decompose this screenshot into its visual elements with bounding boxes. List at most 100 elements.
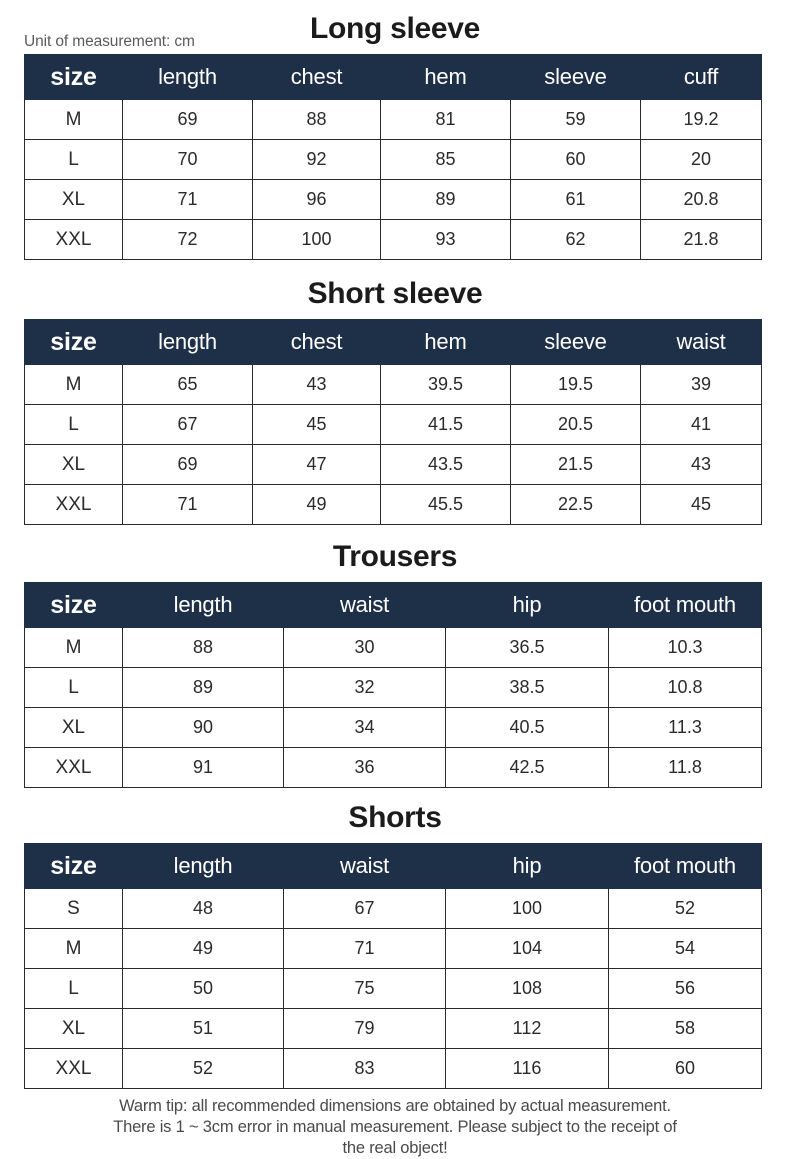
measurement-cell: 69 <box>122 444 253 485</box>
measurement-cell: 41 <box>640 404 762 445</box>
measurement-cell: 36.5 <box>445 627 609 668</box>
measurement-cell: 39.5 <box>380 364 511 405</box>
measurement-cell: 22.5 <box>510 484 641 525</box>
measurement-cell: 49 <box>122 928 284 969</box>
measurement-cell: 67 <box>122 404 253 445</box>
column-header-length: length <box>122 54 253 100</box>
size-table-trousers: size length waist hip foot mouth M 88 30 36.5 10.… <box>24 582 762 788</box>
column-header-sleeve: sleeve <box>510 54 641 100</box>
table-row: L 70 92 85 60 20 <box>24 139 762 180</box>
measurement-cell: 19.2 <box>640 99 762 140</box>
measurement-cell: 112 <box>445 1008 609 1049</box>
measurement-cell: 88 <box>122 627 284 668</box>
measurement-cell: 62 <box>510 219 641 260</box>
size-label-cell: L <box>24 404 123 445</box>
table-row: L 89 32 38.5 10.8 <box>24 667 762 708</box>
table-row: XXL 52 83 116 60 <box>24 1048 762 1089</box>
measurement-cell: 11.3 <box>608 707 762 748</box>
measurement-cell: 65 <box>122 364 253 405</box>
measurement-cell: 45 <box>252 404 381 445</box>
column-header-size: size <box>24 582 123 628</box>
measurement-cell: 91 <box>122 747 284 788</box>
measurement-cell: 10.3 <box>608 627 762 668</box>
measurement-cell: 96 <box>252 179 381 220</box>
measurement-cell: 50 <box>122 968 284 1009</box>
measurement-cell: 20 <box>640 139 762 180</box>
measurement-cell: 38.5 <box>445 667 609 708</box>
table-row: M 69 88 81 59 19.2 <box>24 99 762 140</box>
measurement-cell: 59 <box>510 99 641 140</box>
measurement-cell: 54 <box>608 928 762 969</box>
column-header-size: size <box>24 843 123 889</box>
column-header-foot-mouth: foot mouth <box>608 843 762 889</box>
measurement-cell: 21.8 <box>640 219 762 260</box>
size-label-cell: M <box>24 627 123 668</box>
measurement-cell: 51 <box>122 1008 284 1049</box>
measurement-cell: 116 <box>445 1048 609 1089</box>
table-header-row: size length waist hip foot mouth <box>24 843 762 889</box>
measurement-cell: 89 <box>122 667 284 708</box>
measurement-cell: 56 <box>608 968 762 1009</box>
table-row: XL 71 96 89 61 20.8 <box>24 179 762 220</box>
section-title: Trousers <box>332 540 458 573</box>
measurement-cell: 11.8 <box>608 747 762 788</box>
table-row: M 88 30 36.5 10.3 <box>24 627 762 668</box>
footer-warm-tip: Warm tip: all recommended dimensions are… <box>0 1096 790 1159</box>
size-section-trousers: Trousers size length waist hip foot mouth M 88 3… <box>0 542 790 788</box>
column-header-cuff: cuff <box>640 54 762 100</box>
column-header-length: length <box>122 582 284 628</box>
column-header-waist: waist <box>283 843 446 889</box>
measurement-cell: 69 <box>122 99 253 140</box>
measurement-cell: 81 <box>380 99 511 140</box>
measurement-cell: 36 <box>283 747 446 788</box>
size-label-cell: XL <box>24 179 123 220</box>
column-header-hem: hem <box>380 54 511 100</box>
size-label-cell: S <box>24 888 123 929</box>
table-row: M 49 71 104 54 <box>24 928 762 969</box>
table-row: XXL 71 49 45.5 22.5 45 <box>24 484 762 525</box>
footer-note-line-1: Warm tip: all recommended dimensions are… <box>119 1097 671 1115</box>
measurement-cell: 43 <box>252 364 381 405</box>
measurement-cell: 90 <box>122 707 284 748</box>
column-header-hip: hip <box>445 582 609 628</box>
size-table-shorts: size length waist hip foot mouth S 48 67 100 52 M 4… <box>24 843 762 1089</box>
column-header-sleeve: sleeve <box>510 319 641 365</box>
measurement-cell: 43 <box>640 444 762 485</box>
measurement-cell: 83 <box>283 1048 446 1089</box>
measurement-cell: 10.8 <box>608 667 762 708</box>
column-header-length: length <box>122 843 284 889</box>
table-row: L 67 45 41.5 20.5 41 <box>24 404 762 445</box>
table-row: XXL 72 100 93 62 21.8 <box>24 219 762 260</box>
section-title: Shorts <box>348 801 442 834</box>
measurement-cell: 60 <box>510 139 641 180</box>
size-label-cell: XXL <box>24 1048 123 1089</box>
measurement-cell: 71 <box>122 484 253 525</box>
measurement-cell: 58 <box>608 1008 762 1049</box>
size-label-cell: XL <box>24 444 123 485</box>
table-row: XL 90 34 40.5 11.3 <box>24 707 762 748</box>
measurement-cell: 75 <box>283 968 446 1009</box>
measurement-cell: 70 <box>122 139 253 180</box>
table-row: S 48 67 100 52 <box>24 888 762 929</box>
measurement-cell: 42.5 <box>445 747 609 788</box>
table-row: XL 69 47 43.5 21.5 43 <box>24 444 762 485</box>
measurement-cell: 52 <box>608 888 762 929</box>
table-row: M 65 43 39.5 19.5 39 <box>24 364 762 405</box>
measurement-cell: 89 <box>380 179 511 220</box>
column-header-size: size <box>24 54 123 100</box>
measurement-cell: 45.5 <box>380 484 511 525</box>
measurement-cell: 19.5 <box>510 364 641 405</box>
size-section-shorts: Shorts size length waist hip foot mouth S 48 67 1… <box>0 803 790 1089</box>
size-label-cell: XL <box>24 1008 123 1049</box>
table-row: XXL 91 36 42.5 11.8 <box>24 747 762 788</box>
measurement-cell: 45 <box>640 484 762 525</box>
size-label-cell: M <box>24 99 123 140</box>
measurement-cell: 79 <box>283 1008 446 1049</box>
measurement-cell: 34 <box>283 707 446 748</box>
size-section-short-sleeve: Short sleeve size length chest hem sleeve wais… <box>0 279 790 525</box>
measurement-cell: 71 <box>283 928 446 969</box>
column-header-waist: waist <box>283 582 446 628</box>
measurement-cell: 72 <box>122 219 253 260</box>
table-row: XL 51 79 112 58 <box>24 1008 762 1049</box>
